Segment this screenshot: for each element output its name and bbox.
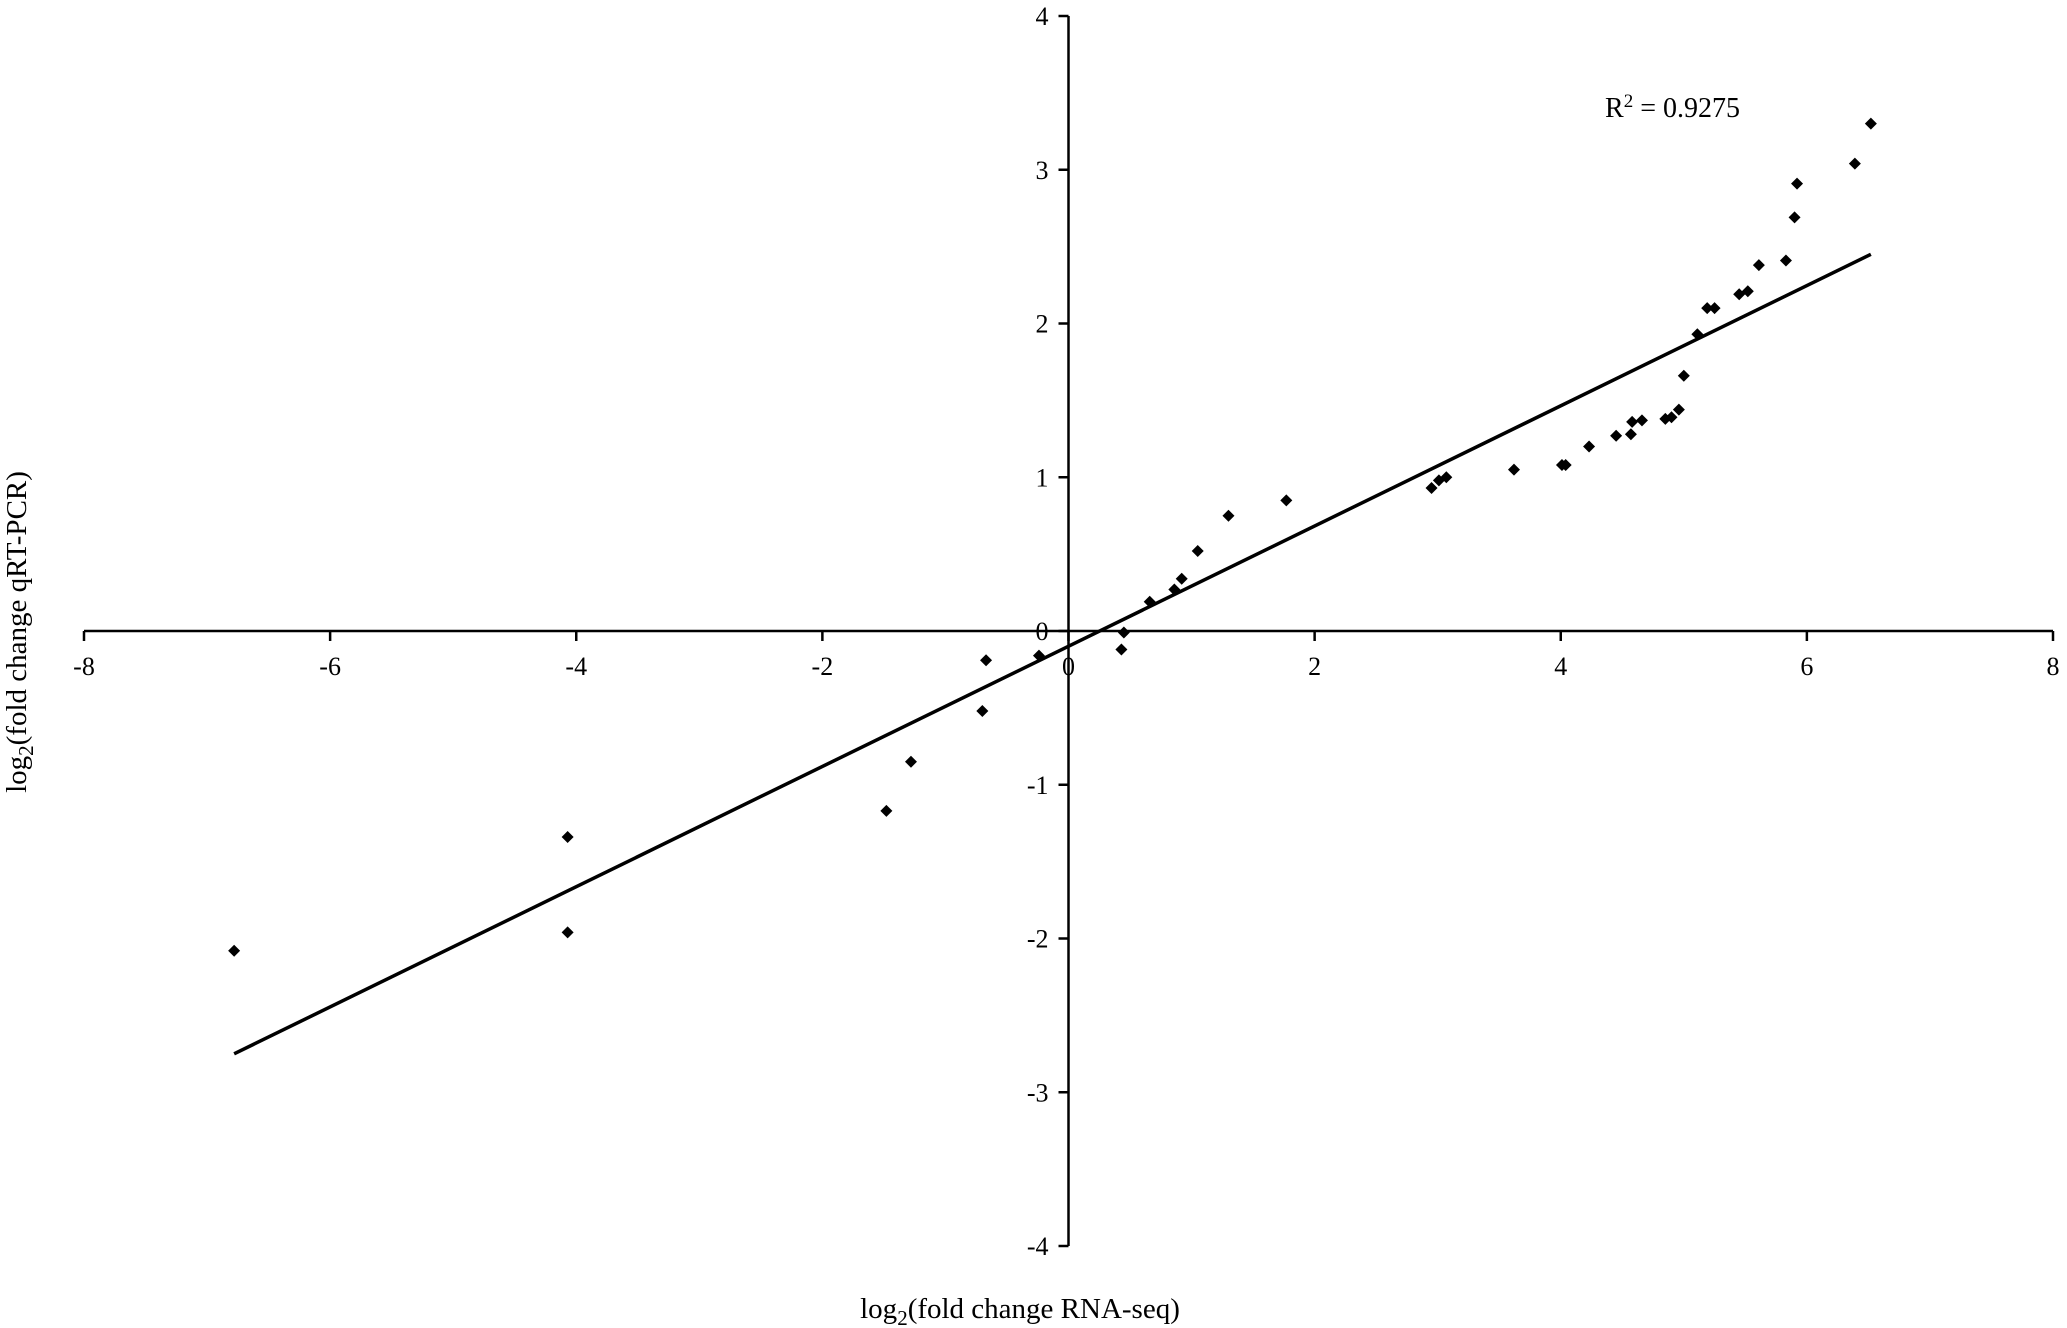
data-point bbox=[1635, 414, 1648, 427]
y-tick-label: 1 bbox=[1036, 463, 1049, 492]
x-tick-label: -4 bbox=[565, 652, 587, 681]
data-point bbox=[1175, 572, 1188, 585]
trendline bbox=[233, 252, 1872, 1056]
data-point bbox=[1507, 463, 1520, 476]
y-tick-label: -3 bbox=[1027, 1078, 1049, 1107]
data-point bbox=[1691, 328, 1704, 341]
x-tick-label: 6 bbox=[1800, 652, 1813, 681]
y-axis-title: log2(fold change qRT-PCR) bbox=[1, 471, 38, 793]
data-point bbox=[1791, 177, 1804, 190]
data-point bbox=[1848, 157, 1861, 170]
data-point bbox=[1191, 545, 1204, 558]
data-point bbox=[1168, 583, 1181, 596]
y-tick-label: -2 bbox=[1027, 925, 1049, 954]
data-point bbox=[1559, 458, 1572, 471]
x-tick-label: -8 bbox=[73, 652, 95, 681]
y-axis-ticks: -4 -3 -2 -1 0 1 2 3 4 bbox=[1027, 2, 1069, 1261]
data-point bbox=[1864, 117, 1877, 130]
data-point bbox=[1677, 369, 1690, 382]
data-point bbox=[1665, 411, 1678, 424]
data-point bbox=[1701, 302, 1714, 315]
data-point bbox=[1779, 254, 1792, 267]
x-axis-ticks: -8 -6 -4 -2 0 2 4 6 8 bbox=[73, 631, 2060, 681]
data-point bbox=[1672, 403, 1685, 416]
x-axis-title: log2(fold change RNA-seq) bbox=[860, 1293, 1180, 1328]
data-point bbox=[1626, 415, 1639, 428]
y-tick-label: 3 bbox=[1036, 156, 1049, 185]
y-tick-label: 4 bbox=[1036, 2, 1049, 31]
x-tick-label: -6 bbox=[319, 652, 341, 681]
data-point bbox=[1222, 509, 1235, 522]
data-point bbox=[980, 654, 993, 667]
data-point bbox=[1440, 471, 1453, 484]
data-point bbox=[1610, 429, 1623, 442]
x-tick-label: 2 bbox=[1308, 652, 1321, 681]
data-point bbox=[1280, 494, 1293, 507]
r-squared-annotation: R2 = 0.9275 bbox=[1605, 91, 1740, 124]
data-point bbox=[1425, 482, 1438, 495]
data-point bbox=[1032, 649, 1045, 662]
data-point bbox=[1624, 428, 1637, 441]
data-point bbox=[1143, 595, 1156, 608]
data-point bbox=[1583, 440, 1596, 453]
y-tick-label: -4 bbox=[1027, 1232, 1049, 1261]
data-point bbox=[1741, 285, 1754, 298]
data-point bbox=[561, 926, 574, 939]
x-tick-label: -2 bbox=[812, 652, 834, 681]
x-tick-label: 0 bbox=[1062, 652, 1075, 681]
data-point bbox=[1117, 626, 1130, 639]
data-points bbox=[228, 117, 1877, 957]
trendline-group bbox=[233, 252, 1872, 1056]
y-tick-label: 2 bbox=[1036, 310, 1049, 339]
data-point bbox=[228, 944, 241, 957]
y-tick-label: 0 bbox=[1036, 617, 1049, 646]
data-point bbox=[1788, 211, 1801, 224]
data-point bbox=[976, 704, 989, 717]
data-point bbox=[561, 831, 574, 844]
data-point bbox=[1708, 302, 1721, 315]
data-point bbox=[1115, 643, 1128, 656]
x-tick-label: 8 bbox=[2047, 652, 2060, 681]
x-tick-label: 4 bbox=[1554, 652, 1567, 681]
data-point bbox=[1752, 259, 1765, 272]
data-point bbox=[880, 804, 893, 817]
y-tick-label: -1 bbox=[1027, 771, 1049, 800]
data-point bbox=[904, 755, 917, 768]
